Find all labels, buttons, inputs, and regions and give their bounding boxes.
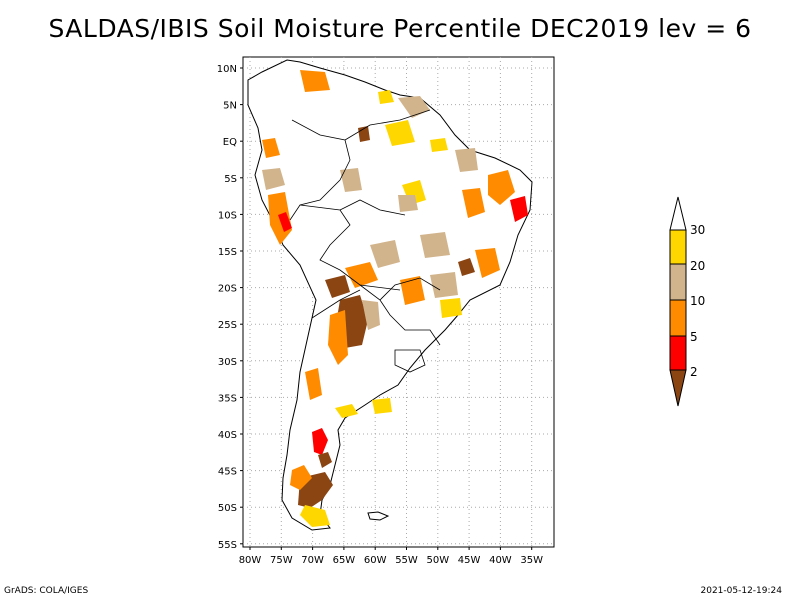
patch (420, 232, 450, 258)
lat-tick-label: 5N (223, 101, 237, 112)
legend-swatch-below-2 (669, 369, 687, 407)
lon-tick-label: 70W (301, 555, 324, 566)
patch (488, 170, 515, 205)
patch (440, 298, 462, 318)
lat-tick-label: 55S (218, 540, 237, 551)
patch (462, 188, 485, 218)
patch (400, 276, 425, 305)
lat-tick-label: 50S (218, 503, 237, 514)
lon-tick-label: 35W (520, 555, 543, 566)
patch (328, 310, 348, 365)
patch (340, 168, 362, 192)
lon-tick-label: 50W (426, 555, 449, 566)
legend-swatch-5-10 (669, 299, 687, 337)
lat-tick-label: 5S (224, 174, 237, 185)
lat-tick-label: 20S (218, 284, 237, 295)
patch (510, 196, 528, 222)
legend-label: 2 (690, 365, 698, 379)
footer-timestamp: 2021-05-12-19:24 (700, 586, 783, 596)
patch (455, 148, 478, 172)
patch (370, 240, 400, 268)
lat-tick-label: EQ (223, 137, 237, 148)
lon-tick-label: 75W (270, 555, 293, 566)
percentile-legend: 30 20 10 5 2 (669, 196, 705, 407)
patch (385, 120, 415, 146)
country-borders (289, 109, 441, 373)
patch (300, 505, 330, 527)
lat-tick-label: 40S (218, 430, 237, 441)
patch (335, 404, 358, 418)
patch (458, 258, 475, 276)
lat-tick-label: 35S (218, 393, 237, 404)
patch (262, 168, 285, 190)
lon-tick-label: 40W (489, 555, 512, 566)
lon-tick-label: 80W (239, 555, 262, 566)
patch (262, 138, 280, 158)
legend-swatch-20-30 (669, 229, 687, 265)
legend-swatch-10-20 (669, 263, 687, 301)
patch (430, 272, 458, 298)
lon-tick-label: 60W (364, 555, 387, 566)
legend-swatch-2-5 (669, 335, 687, 371)
patch (378, 90, 394, 104)
patch (372, 398, 392, 414)
patch (290, 465, 312, 490)
patch (430, 138, 448, 152)
patch (362, 300, 380, 330)
legend-label: 10 (690, 294, 705, 308)
falkland-islands (367, 511, 390, 521)
legend-label: 5 (690, 330, 698, 344)
legend-label: 30 (690, 223, 705, 237)
lat-tick-label: 10S (218, 210, 237, 221)
lat-tick-label: 15S (218, 247, 237, 258)
patch (312, 428, 328, 455)
patch (345, 262, 378, 288)
lat-tick-label: 45S (218, 467, 237, 478)
patch (278, 212, 292, 232)
lat-tick-label: 10N (217, 64, 237, 75)
patch (300, 70, 330, 92)
footer-credit: GrADS: COLA/IGES (4, 586, 89, 596)
patch (398, 195, 418, 212)
patch (305, 368, 322, 400)
map-axes: 10N 5N EQ 5S 10S 15S 20S 25S 30S 35S 40S 45S 50S 55S8… (217, 64, 543, 566)
lon-tick-label: 55W (395, 555, 418, 566)
patch (318, 452, 332, 468)
legend-swatch-above-30 (669, 196, 687, 231)
lat-tick-label: 25S (218, 320, 237, 331)
percentile-patches (262, 70, 528, 527)
lon-tick-label: 45W (458, 555, 481, 566)
lat-tick-label: 30S (218, 357, 237, 368)
legend-label: 20 (690, 259, 705, 273)
map-title: SALDAS/IBIS Soil Moisture Percentile DEC… (48, 14, 752, 43)
south-america-land (247, 59, 533, 531)
patch (325, 275, 350, 298)
patch (475, 248, 500, 278)
lon-tick-label: 65W (333, 555, 356, 566)
